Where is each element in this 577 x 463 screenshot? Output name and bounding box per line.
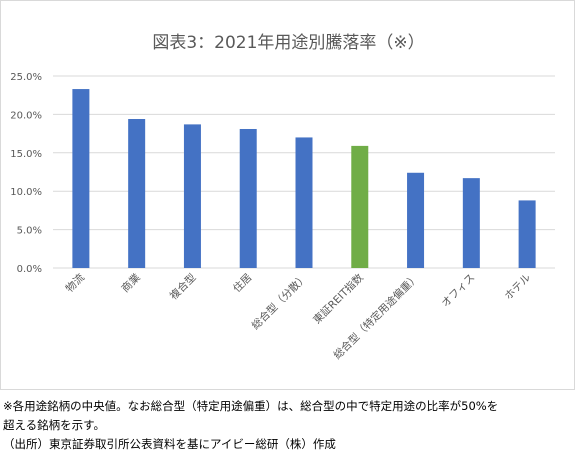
bar bbox=[295, 137, 313, 268]
y-tick-label: 25.0% bbox=[10, 72, 42, 83]
x-tick-label: 物流 bbox=[63, 271, 87, 295]
bar bbox=[183, 124, 201, 268]
source-note: （出所）東京証券取引所公表資料を基にアイビー総研（株）作成 bbox=[3, 437, 336, 451]
y-tick-label: 5.0% bbox=[17, 226, 42, 237]
y-tick-label: 10.0% bbox=[10, 187, 42, 198]
x-tick-label: 総合型（分散） bbox=[249, 271, 310, 332]
x-tick-label: 住居 bbox=[230, 271, 254, 295]
x-tick-label: 複合型 bbox=[167, 271, 198, 302]
y-tick-label: 0.0% bbox=[17, 264, 42, 275]
x-tick-label: ホテル bbox=[502, 272, 533, 303]
bar bbox=[351, 145, 369, 268]
bar bbox=[128, 119, 146, 269]
bar bbox=[407, 172, 425, 268]
bar bbox=[72, 89, 90, 268]
y-tick-label: 15.0% bbox=[10, 149, 42, 160]
bar-chart: 0.0% 5.0% 10.0% 15.0% 20.0% 25.0% 物流 商業 複合型 住居総合型… bbox=[10, 72, 555, 362]
y-tick-label: 20.0% bbox=[10, 110, 42, 121]
footnotes: ※各用途銘柄の中央値。なお総合型（特定用途偏重）は、総合型の中で特定用途の比率が… bbox=[3, 397, 575, 454]
x-tick-label: 東証REIT指数 bbox=[310, 271, 366, 327]
bar bbox=[239, 128, 257, 268]
bar bbox=[462, 178, 480, 268]
x-tick-label: オフィス bbox=[439, 272, 477, 310]
chart-title: 図表3：2021年用途別騰落率（※） bbox=[152, 33, 425, 53]
footnote-definition: ※各用途銘柄の中央値。なお総合型（特定用途偏重）は、総合型の中で特定用途の比率が… bbox=[3, 399, 499, 413]
x-tick-label: 商業 bbox=[119, 271, 143, 295]
bar bbox=[518, 200, 536, 268]
footnote-definition-continued: 超える銘柄を示す。 bbox=[3, 418, 106, 432]
